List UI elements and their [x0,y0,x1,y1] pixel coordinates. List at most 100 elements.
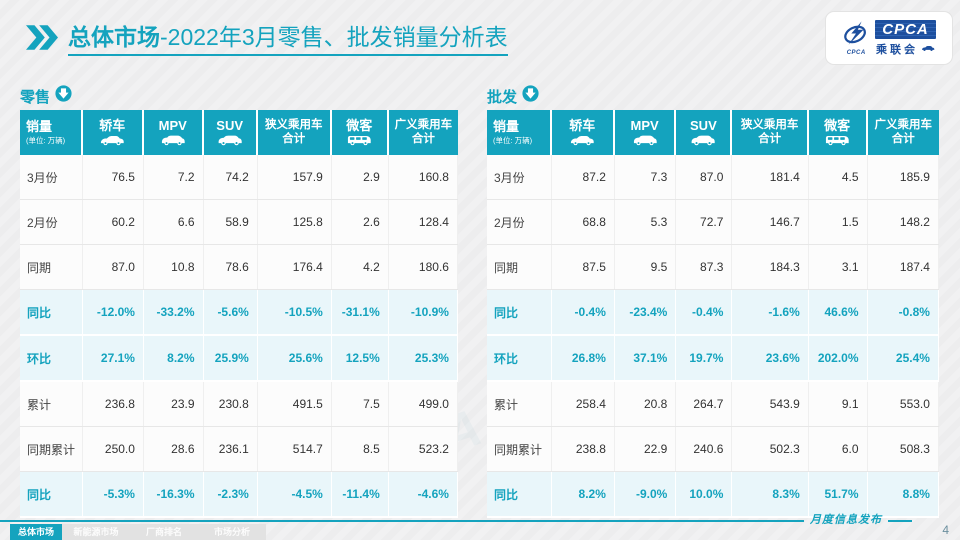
value-cell: 12.5% [332,336,389,380]
value-cell: 78.6 [204,245,258,289]
value-cell: -0.8% [868,290,939,334]
value-cell: 230.8 [204,382,258,426]
value-cell: 160.8 [389,155,458,199]
value-cell: -5.3% [83,472,144,516]
row-label: 2月份 [487,200,552,244]
value-cell: 26.8% [552,336,615,380]
column-header-minibus: 微客 [808,110,868,155]
value-cell: 553.0 [868,382,939,426]
footer-note: 月度信息发布 [810,514,882,526]
wholesale-section-header: 批发 [487,85,939,106]
value-cell: 236.8 [83,382,144,426]
value-cell: 9.1 [809,382,868,426]
value-cell: 523.2 [389,427,458,471]
value-cell: -0.4% [552,290,615,334]
value-cell: -1.6% [732,290,809,334]
value-cell: 187.4 [868,245,939,289]
value-cell: 23.9 [144,382,204,426]
value-cell: 87.0 [676,155,733,199]
value-cell: 8.5 [332,427,389,471]
retail-row-3: 同比 -12.0% -33.2% -5.6% -10.5% -31.1% -10.9% [20,290,458,336]
value-cell: 3.1 [809,245,868,289]
column-header-mpv: MPV [614,110,677,155]
cpca-logo: CPCA CPCA 乘联会 [826,12,952,64]
value-cell: -31.1% [332,290,389,334]
bottom-nav: 总体市场 新能源市场 厂商排名 市场分析 [10,524,266,540]
value-cell: -16.3% [144,472,204,516]
nav-tab-overall-market[interactable]: 总体市场 [10,524,62,540]
value-cell: 491.5 [258,382,332,426]
row-label: 同比 [20,290,83,334]
retail-row-4: 环比 27.1% 8.2% 25.9% 25.6% 12.5% 25.3% [20,336,458,382]
value-cell: 76.5 [83,155,144,199]
column-header-suv: SUV [676,110,733,155]
wholesale-section-label: 批发 [487,88,518,106]
column-header-sedan: 轿车 [82,110,144,155]
row-label: 环比 [20,336,83,380]
value-cell: -10.9% [389,290,458,334]
row-label: 同比 [487,472,552,516]
column-header-sedan: 轿车 [551,110,615,155]
nav-tab-oem-ranking[interactable]: 厂商排名 [145,527,182,537]
row-label: 3月份 [487,155,552,199]
value-cell: 22.9 [615,427,677,471]
value-cell: 25.6% [258,336,332,380]
retail-table-header: 销量 (单位: 万辆) 轿车 MPV SUV 狭义乘用车 合计 微客 广义乘用车 合计 [20,110,458,155]
value-cell: 68.8 [552,200,615,244]
value-cell: 240.6 [676,427,733,471]
value-cell: 8.3% [732,472,809,516]
wholesale-section: 批发 销量 (单位: 万辆) 轿车 MPV SUV 狭义乘用车 合计 微客 广义乘用车 合计 3月份… [487,85,939,518]
wholesale-row-4: 环比 26.8% 37.1% 19.7% 23.6% 202.0% 25.4% [487,336,939,382]
minibus-icon [826,135,849,145]
value-cell: 23.6% [732,336,809,380]
value-cell: -2.3% [204,472,258,516]
value-cell: 250.0 [83,427,144,471]
minibus-icon [348,135,371,145]
retail-row-5: 累计 236.8 23.9 230.8 491.5 7.5 499.0 [20,382,458,427]
value-cell: 176.4 [258,245,332,289]
cpca-emblem-text: CPCA [846,49,866,56]
column-header-broad-pv-total: 广义乘用车 合计 [388,110,458,155]
value-cell: 74.2 [204,155,258,199]
value-cell: 258.4 [552,382,615,426]
retail-row-7: 同比 -5.3% -16.3% -2.3% -4.5% -11.4% -4.6% [20,472,458,518]
value-cell: 181.4 [732,155,809,199]
value-cell: 60.2 [83,200,144,244]
value-cell: 8.8% [868,472,939,516]
download-arrow-icon [55,85,72,107]
nav-tab-nev-market[interactable]: 新能源市场 [73,527,119,537]
footer-accent-line [0,520,804,522]
page-title: 总体市场-2022年3月零售、批发销量分析表 [68,24,508,56]
value-cell: 7.3 [615,155,677,199]
value-cell: 87.3 [676,245,733,289]
value-cell: 8.2% [144,336,204,380]
value-cell: 58.9 [204,200,258,244]
value-cell: 1.5 [809,200,868,244]
page-number: 4 [942,523,949,537]
value-cell: -11.4% [332,472,389,516]
value-cell: 9.5 [615,245,677,289]
value-cell: 51.7% [809,472,868,516]
value-cell: 185.9 [868,155,939,199]
value-cell: -5.6% [204,290,258,334]
column-header-sales: 销量 (单位: 万辆) [20,110,83,155]
cpca-swoosh-icon [842,20,870,50]
value-cell: 72.7 [676,200,733,244]
row-label: 同期 [20,245,83,289]
value-cell: 7.5 [332,382,389,426]
retail-section: 零售 销量 (单位: 万辆) 轿车 MPV SUV 狭义乘用车 合计 微客 广义乘用车 合计 3月份… [20,85,458,518]
row-label: 同期 [487,245,552,289]
value-cell: -4.6% [389,472,458,516]
value-cell: 25.4% [868,336,939,380]
value-cell: 508.3 [868,427,939,471]
row-label: 2月份 [20,200,83,244]
value-cell: 125.8 [258,200,332,244]
value-cell: -0.4% [676,290,733,334]
value-cell: 5.3 [615,200,677,244]
nav-tab-market-analysis[interactable]: 市场分析 [213,527,250,537]
cpca-logo-text: CPCA 乘联会 [875,19,936,57]
value-cell: 157.9 [258,155,332,199]
value-cell: 6.0 [809,427,868,471]
value-cell: 25.9% [204,336,258,380]
wholesale-table-header: 销量 (单位: 万辆) 轿车 MPV SUV 狭义乘用车 合计 微客 广义乘用车 合计 [487,110,939,155]
